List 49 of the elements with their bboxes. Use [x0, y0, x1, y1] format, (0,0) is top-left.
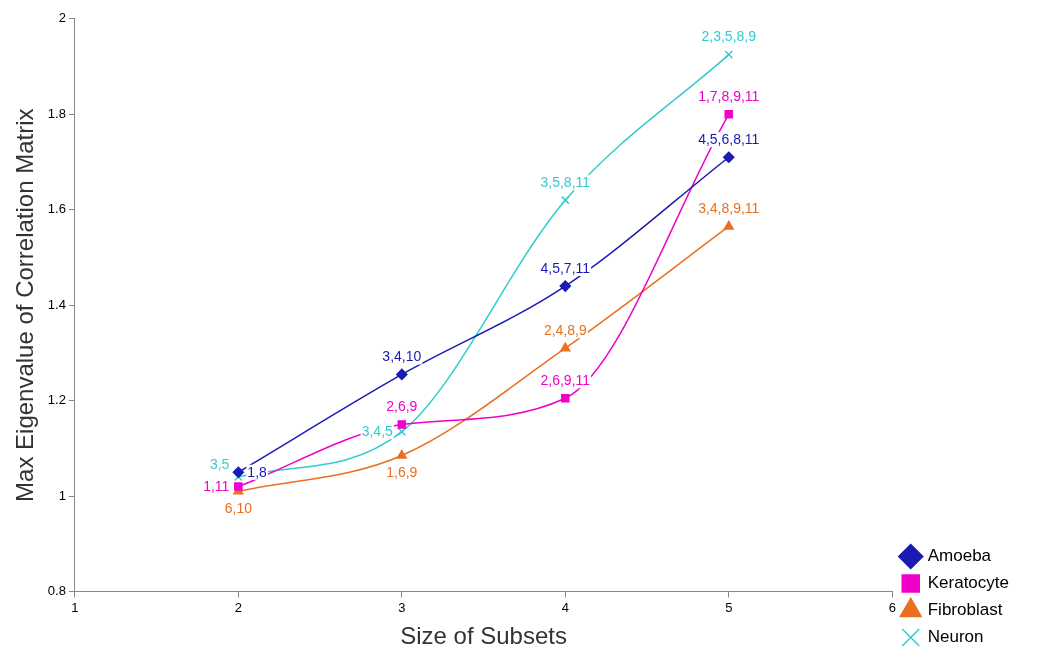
legend-label: Neuron [927, 627, 984, 647]
x-tick-label: 1 [71, 599, 79, 615]
x-tick-label: 2 [234, 599, 242, 615]
annotation: 2,6,9 [386, 398, 418, 415]
point [396, 368, 408, 381]
point [396, 449, 407, 459]
annotation: 1,8 [247, 463, 268, 480]
point [234, 482, 243, 491]
annotation: 1,11 [203, 477, 230, 494]
y-axis-title: Max Eigenvalue of Correlation Matrix [11, 108, 39, 502]
y-tick-label: 1.4 [47, 296, 66, 312]
annotation: 4,5,7,11 [540, 259, 591, 276]
point [397, 427, 407, 436]
y-tick-label: 1 [58, 487, 66, 503]
annotation: 4,5,6,8,11 [698, 131, 760, 148]
point [723, 220, 734, 230]
y-tick-label: 0.8 [47, 583, 66, 599]
point [724, 50, 734, 59]
legend-label: Fibroblast [927, 600, 1003, 620]
x-tick-label: 6 [888, 599, 896, 615]
y-tick-label: 2 [58, 10, 66, 26]
legend-label: Amoeba [927, 546, 992, 566]
point [232, 466, 245, 479]
annotation: 1,6,9 [386, 464, 418, 481]
annotation: 1,7,8,9,11 [698, 88, 760, 105]
legend-label: Keratocyte [927, 573, 1009, 593]
x-tick-label: 3 [398, 599, 406, 615]
point [561, 393, 570, 403]
annotation: 3,4,10 [382, 348, 422, 365]
annotation: 2,3,5,8,9 [701, 28, 757, 45]
x-tick-label: 4 [561, 599, 569, 615]
point [560, 342, 571, 352]
annotation: 3,4,8,9,11 [698, 200, 760, 217]
y-tick-label: 1.6 [47, 201, 66, 217]
point [724, 109, 734, 119]
y-tick-label: 1.2 [47, 392, 66, 408]
annotation: 3,4,5 [361, 423, 394, 440]
point [397, 420, 407, 429]
point [723, 151, 735, 163]
annotation: 2,6,9,11 [540, 372, 591, 389]
x-axis-title: Size of Subsets [400, 622, 567, 650]
annotation: 3,5 [209, 456, 230, 473]
annotation: 3,5,8,11 [540, 174, 591, 191]
y-tick-label: 1.8 [47, 105, 66, 121]
point [559, 280, 572, 292]
point [561, 195, 570, 205]
annotation: 2,4,8,9 [543, 322, 587, 339]
annotation: 6,10 [224, 500, 253, 517]
x-tick-label: 5 [725, 599, 733, 615]
